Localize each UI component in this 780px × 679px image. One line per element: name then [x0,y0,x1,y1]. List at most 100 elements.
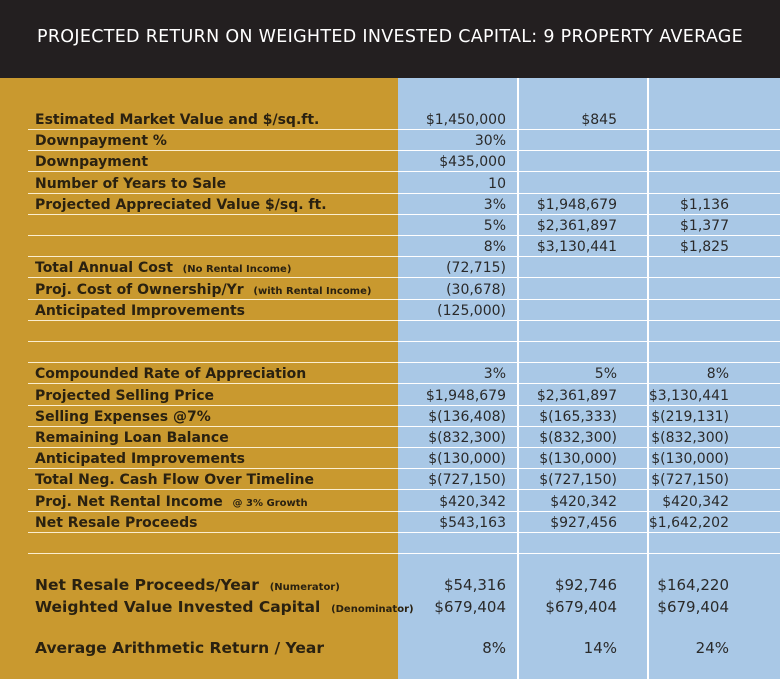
value-cell-c1: 5% [483,218,506,234]
value-cell-c3: $679,404 [657,598,729,616]
row-label-text: Anticipated Improvements [35,302,245,319]
row-label: Total Annual Cost (No Rental Income) [35,260,291,276]
table-row: Anticipated Improvements $(130,000) $(130… [0,448,780,470]
value-cell-c3: $(832,300) [651,430,729,446]
row-divider [28,404,398,406]
value-cell-c2: 5% [594,366,617,383]
table-row: Total Annual Cost (No Rental Income) (72,… [0,257,780,279]
value-cell-c2: 14% [583,639,617,657]
row-divider [28,192,398,194]
table-row: 5% $2,361,897 $1,377 [0,215,780,236]
value-cell-c3: $1,377 [680,218,729,234]
table-row: Proj. Net Rental Income @ 3% Growth $420,… [0,491,780,512]
row-divider [28,510,398,512]
row-label: Net Resale Proceeds/Year (Numerator) [35,576,340,594]
row-label: Total Neg. Cash Flow Over Timeline [35,472,324,488]
page-title: PROJECTED RETURN ON WEIGHTED INVESTED CA… [36,27,743,47]
row-divider [398,319,780,321]
table-row: Average Arithmetic Return / Year 8% 14% 24% [0,638,780,659]
row-divider [398,489,780,491]
row-divider [398,277,780,279]
row-label-text: Selling Expenses @7% [35,408,211,425]
row-divider [398,171,780,173]
row-divider [398,510,780,512]
value-cell-c1: $(130,000) [428,451,506,468]
row-label: Selling Expenses @7% [35,409,220,425]
value-cell-c2: $3,130,441 [536,239,617,256]
value-cell-c1: $435,000 [439,154,506,171]
row-label [35,536,45,552]
row-note: (Numerator) [269,582,340,593]
table-row: Projected Selling Price $1,948,679 $2,361… [0,385,780,406]
value-cell-c2: $(165,333) [539,408,617,425]
value-cell-c1: $(136,408) [428,408,506,425]
table-row: Weighted Value Invested Capital (Denomin… [0,597,780,618]
row-divider [398,129,780,130]
row-label: Downpayment % [35,133,177,149]
row-label [35,239,45,255]
table-row [0,554,780,575]
value-cell-c1: $679,404 [434,598,506,616]
value-cell-c3: $164,220 [657,576,729,594]
row-label: Projected Selling Price [35,388,224,404]
row-label-text: Average Arithmetic Return / Year [35,639,324,657]
row-label: Weighted Value Invested Capital (Denomin… [35,598,414,616]
row-label-text: Total Neg. Cash Flow Over Timeline [35,472,315,489]
value-cell-c2: $845 [581,112,617,128]
table-row: Downpayment $435,000 [0,151,780,173]
row-label: Estimated Market Value and $/sq.ft. [35,112,329,128]
value-cell-c3: $1,825 [680,239,729,256]
row-divider [28,531,398,533]
row-divider [28,362,398,364]
table-row: 8% $3,130,441 $1,825 [0,236,780,258]
row-label: Downpayment [35,154,158,170]
value-cell-c1: 10 [488,175,506,192]
row-divider [28,150,398,152]
table-row: Projected Appreciated Value $/sq. ft. 3%… [0,194,780,215]
row-divider [28,298,398,300]
value-cell-c1: $1,948,679 [425,387,506,404]
value-columns [398,78,780,679]
value-cell-c2: $927,456 [550,514,617,531]
row-divider [398,383,780,385]
value-cell-c1: $(832,300) [428,430,506,446]
row-label [35,557,45,573]
row-divider [28,213,398,215]
row-label: Projected Appreciated Value $/sq. ft. [35,197,336,213]
row-label-text: Anticipated Improvements [35,451,245,468]
row-label-text: Net Resale Proceeds [35,514,198,531]
value-cell-c1: 3% [483,196,506,213]
row-label-text: Weighted Value Invested Capital [35,598,321,616]
value-cell-c3: $(219,131) [651,408,729,425]
row-divider [28,319,398,321]
table-row: Compounded Rate of Appreciation 3% 5% 8% [0,363,780,385]
value-cell-c2: $679,404 [545,598,617,616]
value-cell-c2: $(130,000) [539,451,617,468]
value-cell-c1: 3% [483,366,506,383]
row-label [35,218,45,234]
row-divider [398,553,780,554]
value-cell-c1: 30% [474,133,506,150]
row-label: Net Resale Proceeds [35,515,207,531]
row-label-text: Number of Years to Sale [35,175,227,192]
table-row: Selling Expenses @7% $(136,408) $(165,333… [0,406,780,427]
value-cell-c1: $420,342 [439,493,506,510]
table-row: Anticipated Improvements (125,000) [0,300,780,321]
row-divider [398,256,780,258]
row-divider [398,341,780,342]
row-divider [28,447,398,448]
row-label: Proj. Net Rental Income @ 3% Growth [35,494,308,510]
value-cell-c1: 8% [482,639,506,657]
row-divider [398,531,780,533]
page-header: PROJECTED RETURN ON WEIGHTED INVESTED CA… [0,0,780,78]
row-label [35,324,45,340]
row-divider [398,150,780,152]
value-cell-c2: $2,361,897 [536,387,617,404]
value-cell-c3: $420,342 [662,493,729,510]
row-label: Compounded Rate of Appreciation [35,366,316,382]
row-label: Average Arithmetic Return / Year [35,639,324,657]
value-cell-c1: (72,715) [446,260,506,277]
row-divider [28,489,398,491]
value-cell-c1: $(727,150) [428,472,506,489]
row-label-text: Downpayment % [35,133,167,150]
